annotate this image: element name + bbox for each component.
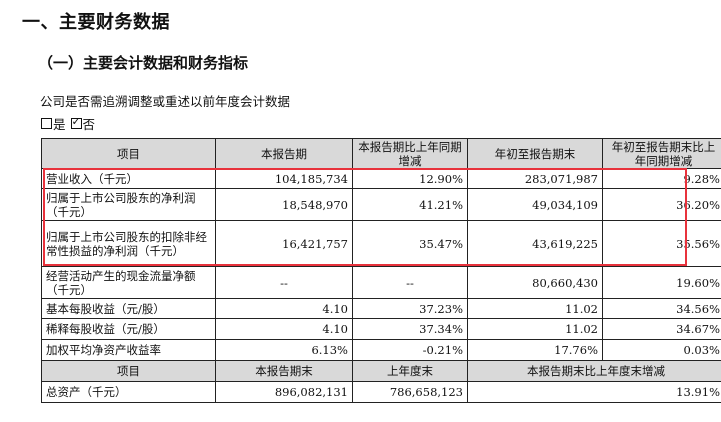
header-cell: 本报告期比上年同期增减 — [352, 138, 468, 169]
table-cell: 34.56% — [602, 298, 721, 319]
header-cell: 上年度末 — [352, 360, 468, 382]
table-row: 经营活动产生的现金流量净额（千元） -- -- 80,660,430 19.60… — [41, 266, 721, 299]
row-label: 稀释每股收益（元/股） — [41, 318, 216, 340]
table-cell: 80,660,430 — [467, 266, 603, 299]
checkbox-unchecked-icon[interactable] — [41, 118, 52, 129]
table-cell: 13.91% — [467, 381, 721, 403]
table-row: 总资产（千元） 896,082,131 786,658,123 13.91% — [41, 381, 721, 403]
table-cell: 43,619,225 — [467, 220, 603, 267]
table-row: 归属于上市公司股东的扣除非经常性损益的净利润（千元） 16,421,757 35… — [41, 220, 721, 267]
option-yes-label: 是 — [53, 117, 66, 132]
table-cell: 11.02 — [467, 318, 603, 340]
table-cell: -0.21% — [352, 339, 468, 361]
header-cell: 项目 — [41, 138, 216, 169]
section-heading: 一、主要财务数据 — [22, 12, 170, 33]
table-cell: 16,421,757 — [215, 220, 353, 267]
table-cell: -- — [215, 266, 353, 299]
table-cell: 4.10 — [215, 298, 353, 319]
table-row: 稀释每股收益（元/股） 4.10 37.34% 11.02 34.67% — [41, 318, 721, 340]
header-cell: 年初至报告期末比上年同期增减 — [602, 138, 721, 169]
table-row: 加权平均净资产收益率 6.13% -0.21% 17.76% 0.03% — [41, 339, 721, 361]
table-row: 营业收入（千元） 104,185,734 12.90% 283,071,987 … — [41, 168, 721, 189]
table-cell: 283,071,987 — [467, 168, 603, 189]
table-row: 基本每股收益（元/股） 4.10 37.23% 11.02 34.56% — [41, 298, 721, 319]
table-cell: 41.21% — [352, 188, 468, 221]
table-cell: 11.02 — [467, 298, 603, 319]
option-no-label: 否 — [82, 117, 96, 132]
restate-options: 是 否 — [40, 114, 99, 133]
table-cell: 4.10 — [215, 318, 353, 340]
header-cell: 年初至报告期末 — [467, 138, 603, 169]
table-cell: 37.23% — [352, 298, 468, 319]
table-cell: 6.13% — [215, 339, 353, 361]
header-cell: 本报告期末比上年度末增减 — [467, 360, 721, 382]
restate-question: 公司是否需追溯调整或重述以前年度会计数据 — [40, 94, 291, 109]
table-cell: 35.56% — [602, 220, 721, 267]
header-cell: 本报告期末 — [215, 360, 353, 382]
row-label: 基本每股收益（元/股） — [41, 298, 216, 319]
table-cell: 786,658,123 — [352, 381, 468, 403]
table-cell: 9.28% — [602, 168, 721, 189]
table-cell: 0.03% — [602, 339, 721, 361]
table-cell: 19.60% — [602, 266, 721, 299]
table-cell: 37.34% — [352, 318, 468, 340]
row-label: 经营活动产生的现金流量净额（千元） — [41, 266, 216, 299]
row-label: 营业收入（千元） — [41, 168, 216, 189]
table-cell: 49,034,109 — [467, 188, 603, 221]
table-row: 归属于上市公司股东的净利润（千元） 18,548,970 41.21% 49,0… — [41, 188, 721, 221]
table-cell: 36.20% — [602, 188, 721, 221]
table-cell: 35.47% — [352, 220, 468, 267]
subsection-heading: （一）主要会计数据和财务指标 — [38, 54, 249, 72]
financial-data-table: 项目 本报告期 本报告期比上年同期增减 年初至报告期末 年初至报告期末比上年同期… — [41, 138, 721, 403]
table-cell: 17.76% — [467, 339, 603, 361]
checkbox-checked-icon[interactable] — [70, 115, 82, 129]
row-label: 总资产（千元） — [41, 381, 216, 403]
table-header-row: 项目 本报告期末 上年度末 本报告期末比上年度末增减 — [41, 360, 721, 382]
header-cell: 项目 — [41, 360, 216, 382]
table-cell: 104,185,734 — [215, 168, 353, 189]
table-header-row: 项目 本报告期 本报告期比上年同期增减 年初至报告期末 年初至报告期末比上年同期… — [41, 138, 721, 169]
table-cell: -- — [352, 266, 468, 299]
row-label: 加权平均净资产收益率 — [41, 339, 216, 361]
row-label: 归属于上市公司股东的扣除非经常性损益的净利润（千元） — [41, 220, 216, 267]
table-cell: 18,548,970 — [215, 188, 353, 221]
table-cell: 34.67% — [602, 318, 721, 340]
header-cell: 本报告期 — [215, 138, 353, 169]
row-label: 归属于上市公司股东的净利润（千元） — [41, 188, 216, 221]
table-cell: 12.90% — [352, 168, 468, 189]
table-cell: 896,082,131 — [215, 381, 353, 403]
